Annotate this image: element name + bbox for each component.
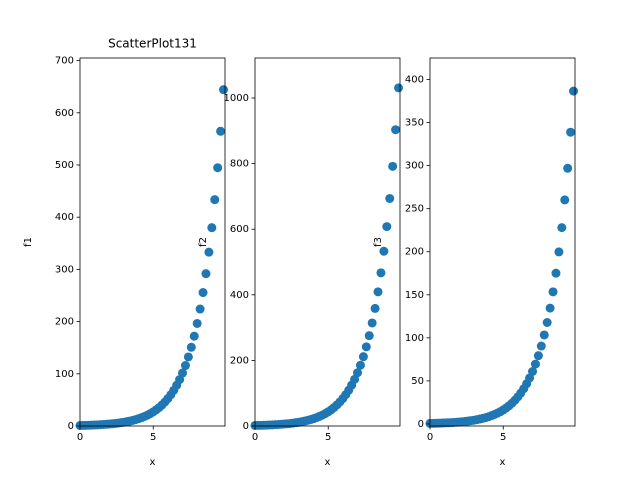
scatter-point — [195, 304, 205, 314]
scatter-point — [219, 85, 229, 95]
scatter-point — [548, 287, 558, 297]
x-axis-label: x — [325, 457, 331, 468]
y-tick-label: 600 — [55, 108, 74, 119]
y-axis-label: f2 — [198, 237, 209, 247]
y-tick-label: 300 — [55, 264, 74, 275]
scatter-point — [563, 163, 573, 173]
axes-frame — [254, 57, 401, 427]
scatter-point — [376, 268, 386, 278]
y-tick-label: 400 — [230, 290, 249, 301]
scatter-point — [207, 223, 217, 233]
x-axis-label: x — [500, 457, 506, 468]
scatter-point — [213, 163, 223, 173]
y-tick-label: 1000 — [224, 93, 249, 104]
scatter-point — [536, 341, 546, 351]
y-tick-label: 100 — [405, 333, 424, 344]
scatter-point — [373, 287, 383, 297]
y-tick-label: 50 — [411, 376, 424, 387]
scatter-point — [370, 303, 380, 313]
scatter-point — [358, 352, 368, 362]
scatter-point — [542, 318, 552, 328]
y-tick-label: 800 — [230, 159, 249, 170]
scatter-point — [530, 359, 540, 369]
scatter-point — [569, 86, 579, 96]
y-tick-label: 0 — [243, 421, 249, 432]
x-tick-label: 5 — [500, 432, 506, 443]
scatter-point — [364, 331, 374, 341]
y-tick-label: 150 — [405, 290, 424, 301]
y-tick-label: 0 — [68, 421, 74, 432]
y-tick-label: 0 — [418, 419, 424, 430]
scatter-point — [382, 222, 392, 232]
y-tick-label: 500 — [55, 160, 74, 171]
scatter-point — [216, 126, 226, 136]
scatter-point — [545, 303, 555, 313]
y-tick-label: 700 — [55, 56, 74, 67]
scatter-point — [192, 318, 202, 328]
scatter-point — [391, 125, 401, 135]
scatter-point — [204, 247, 214, 257]
x-axis-label: x — [150, 457, 156, 468]
axes-frame — [79, 57, 226, 427]
scatter-point — [353, 368, 363, 378]
x-tick-label: 0 — [427, 432, 433, 443]
y-tick-label: 100 — [55, 369, 74, 380]
scatter-point — [533, 351, 543, 361]
scatter-point — [385, 193, 395, 203]
x-tick-label: 5 — [150, 432, 156, 443]
y-tick-label: 600 — [230, 224, 249, 235]
x-tick-label: 5 — [325, 432, 331, 443]
scatter-point — [551, 268, 561, 278]
scatter-point — [361, 342, 371, 352]
y-tick-label: 300 — [405, 161, 424, 172]
y-axis-label: f1 — [23, 237, 34, 247]
y-tick-label: 200 — [55, 317, 74, 328]
scatter-point — [388, 161, 398, 171]
axes-frame — [429, 57, 576, 427]
chart-title: ScatterPlot131 — [108, 37, 197, 51]
scatter-point — [186, 342, 196, 352]
scatter-point — [557, 223, 567, 233]
scatter-point — [379, 246, 389, 256]
y-tick-label: 400 — [405, 75, 424, 86]
y-axis-label: f3 — [373, 237, 384, 247]
scatter-point — [189, 331, 199, 341]
scatter-point — [554, 247, 564, 257]
scatter-point — [198, 288, 208, 298]
y-tick-label: 350 — [405, 118, 424, 129]
x-tick-label: 0 — [252, 432, 258, 443]
scatter-point — [183, 352, 193, 362]
x-tick-label: 0 — [77, 432, 83, 443]
scatter-point — [566, 127, 576, 137]
y-tick-label: 200 — [405, 247, 424, 258]
scatter-point — [180, 361, 190, 371]
scatter-point — [178, 368, 188, 378]
scatter-point — [560, 195, 570, 205]
scatter-point — [528, 366, 538, 376]
scatter-point — [210, 195, 220, 205]
scatter-point — [539, 330, 549, 340]
y-tick-label: 250 — [405, 204, 424, 215]
scatter-point — [394, 83, 404, 93]
y-tick-label: 200 — [230, 355, 249, 366]
scatter-point — [355, 360, 365, 370]
scatter-point — [367, 318, 377, 328]
scatter-point — [201, 269, 211, 279]
y-tick-label: 400 — [55, 212, 74, 223]
